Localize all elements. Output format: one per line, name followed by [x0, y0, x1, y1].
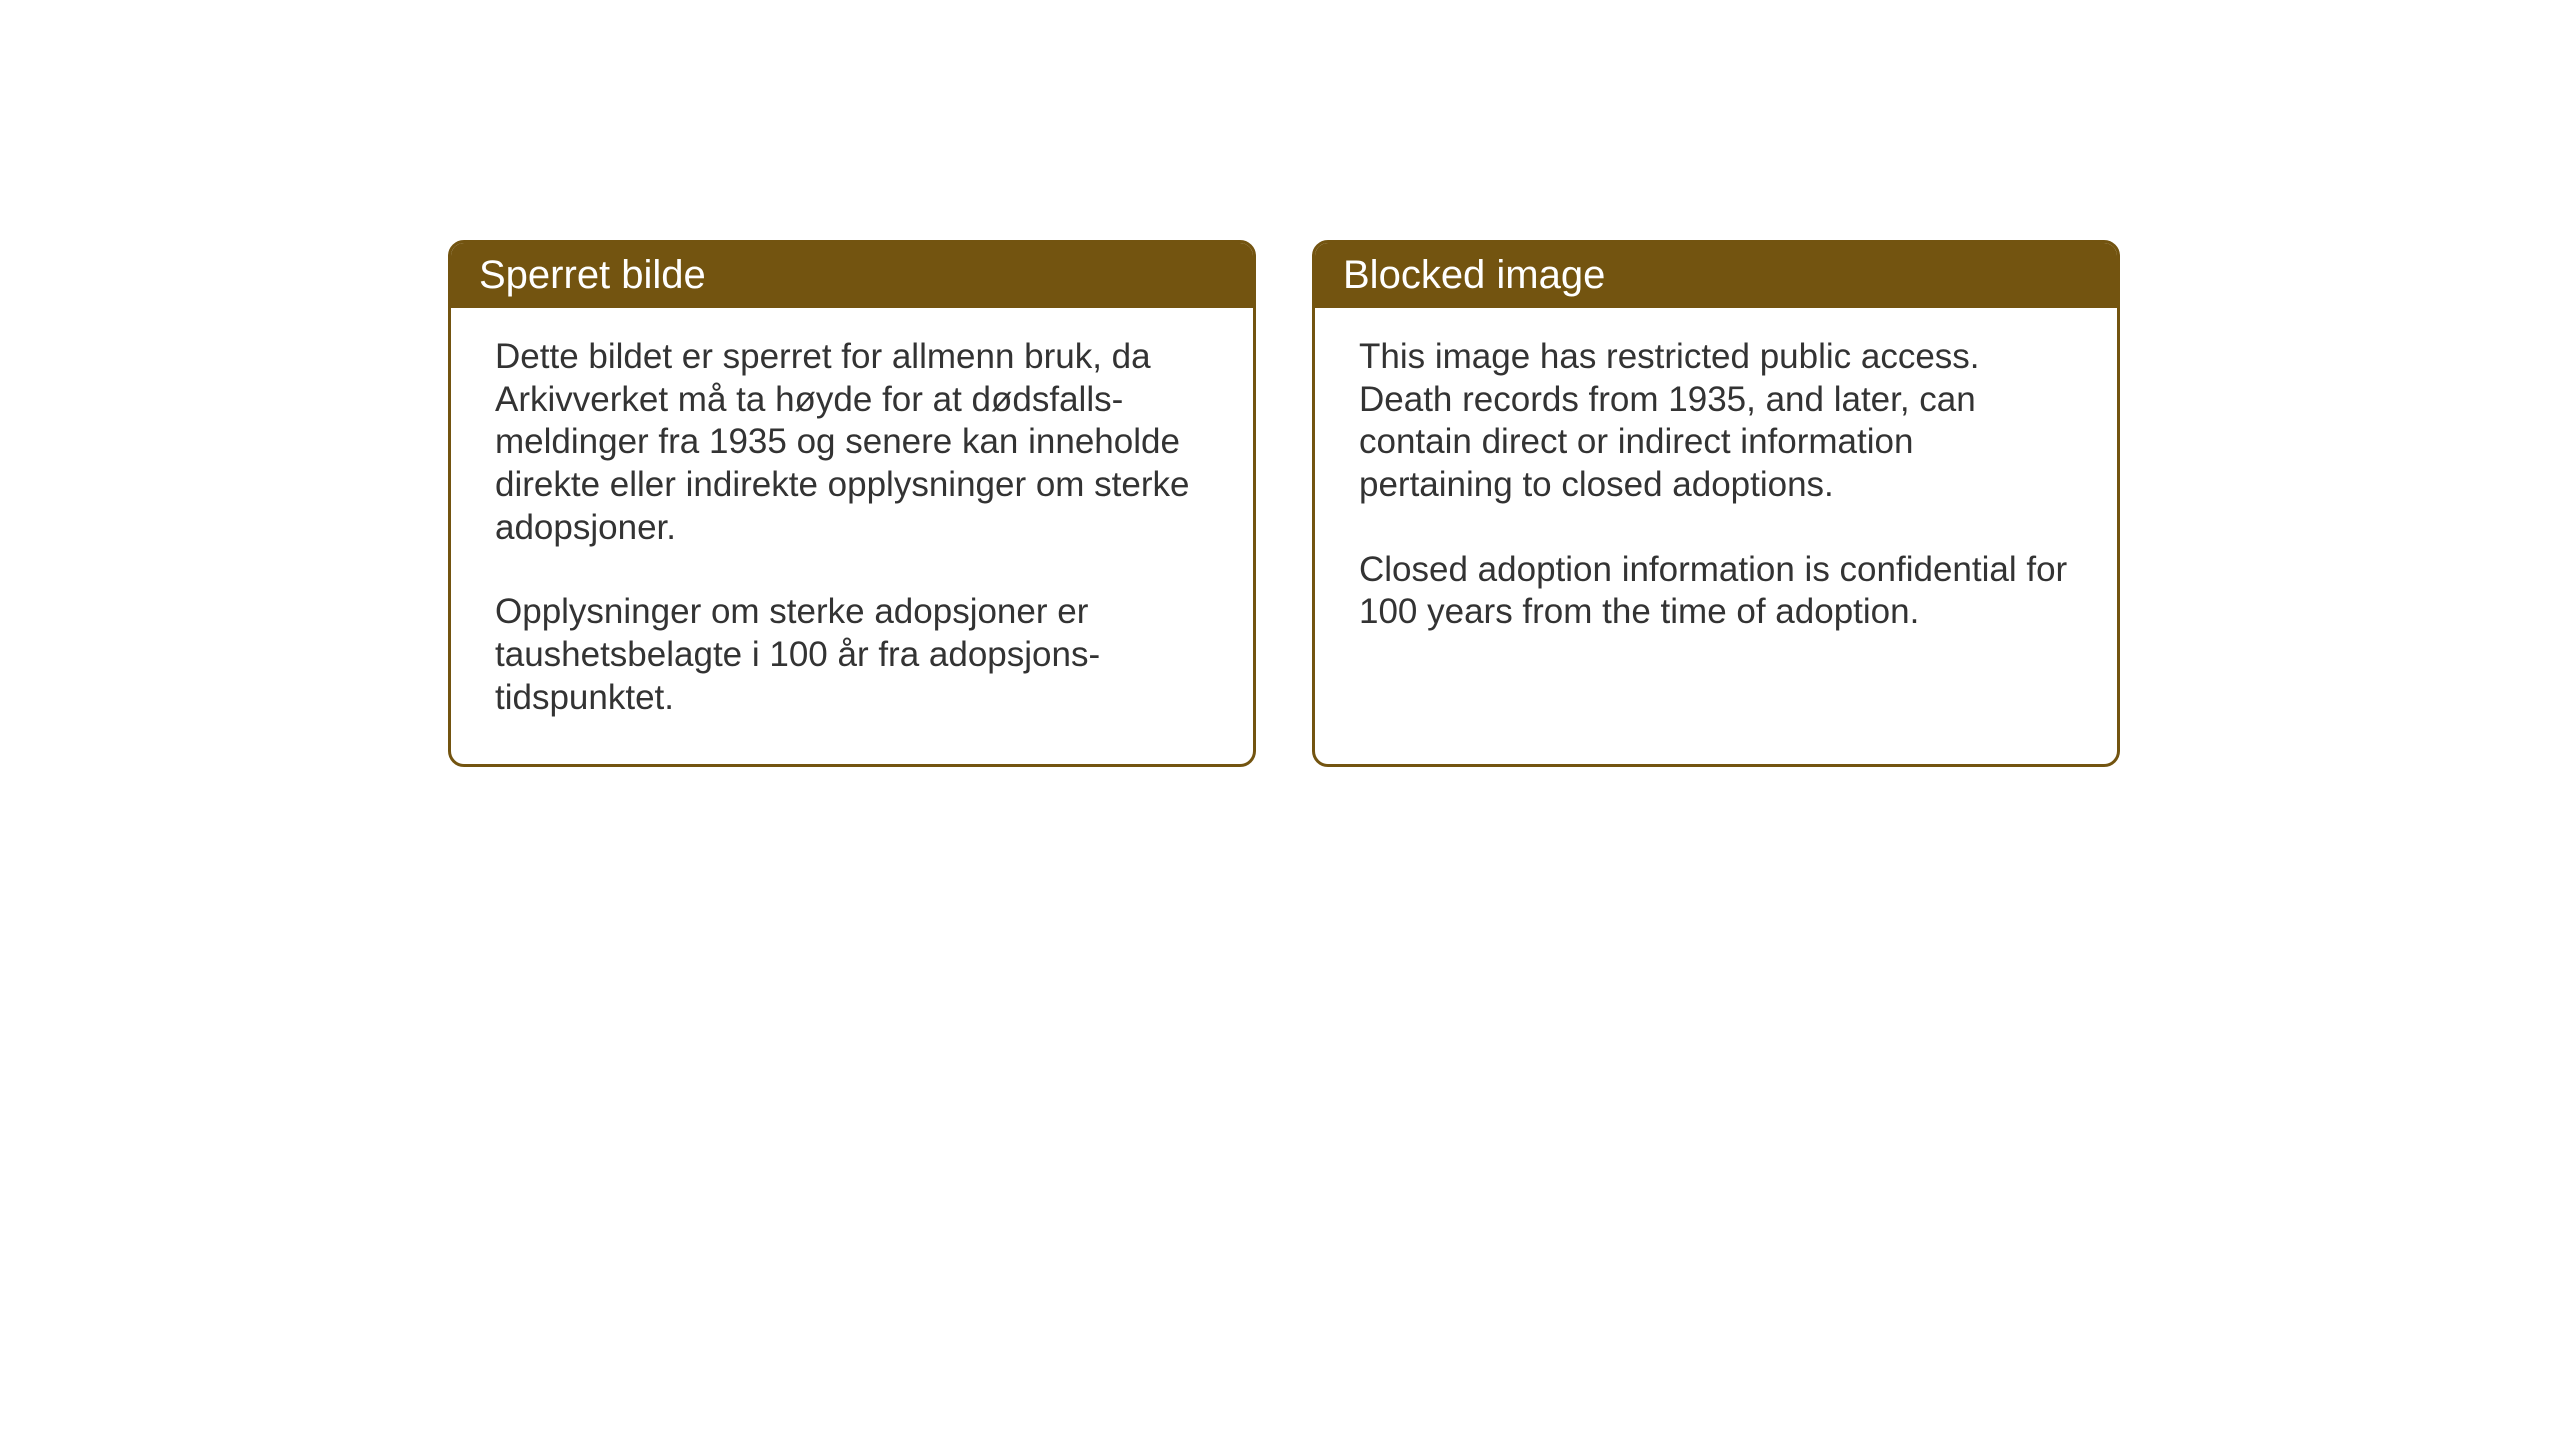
notice-header-english: Blocked image: [1315, 243, 2117, 308]
notice-box-norwegian: Sperret bilde Dette bildet er sperret fo…: [448, 240, 1256, 767]
notice-container: Sperret bilde Dette bildet er sperret fo…: [448, 240, 2120, 767]
notice-paragraph-2: Closed adoption information is confident…: [1359, 549, 2073, 634]
notice-body-english: This image has restricted public access.…: [1315, 308, 2117, 678]
notice-paragraph-1: This image has restricted public access.…: [1359, 336, 2073, 507]
notice-box-english: Blocked image This image has restricted …: [1312, 240, 2120, 767]
notice-paragraph-2: Opplysninger om sterke adopsjoner er tau…: [495, 591, 1209, 719]
notice-body-norwegian: Dette bildet er sperret for allmenn bruk…: [451, 308, 1253, 764]
notice-header-norwegian: Sperret bilde: [451, 243, 1253, 308]
notice-paragraph-1: Dette bildet er sperret for allmenn bruk…: [495, 336, 1209, 549]
